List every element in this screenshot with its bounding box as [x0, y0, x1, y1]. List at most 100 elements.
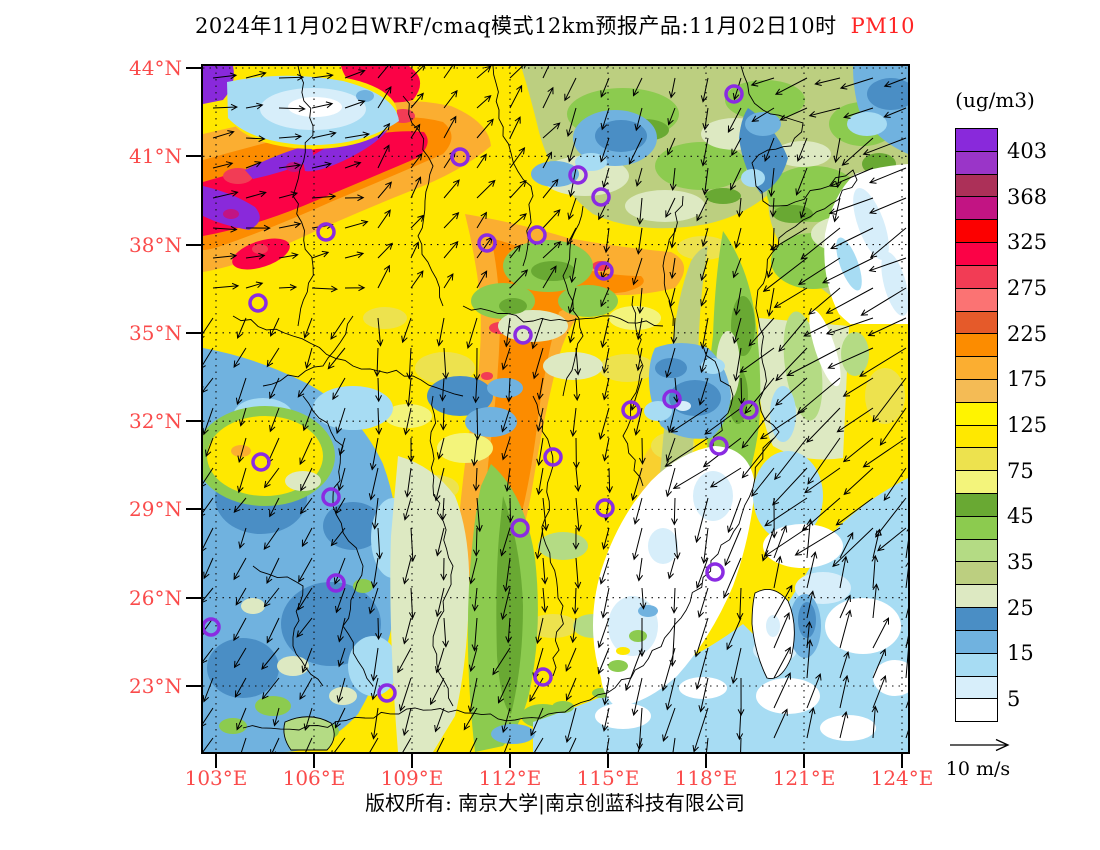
wind-arrow: [536, 377, 544, 401]
wind-arrow: [278, 105, 306, 113]
wind-arrow: [806, 407, 841, 443]
colorbar-cell: [956, 698, 997, 722]
wind-arrow: [509, 213, 527, 229]
wind-arrow: [600, 77, 610, 98]
colorbar-unit-label: (ug/m3): [955, 88, 1035, 112]
wind-arrow: [700, 137, 709, 167]
wind-arrow: [748, 317, 775, 347]
wind-arrow: [269, 407, 280, 433]
wind-arrow: [440, 557, 448, 581]
wind-arrow: [764, 527, 808, 557]
wind-arrow: [859, 347, 907, 377]
wind-arrow: [370, 557, 379, 589]
lon-label: 109°E: [380, 766, 444, 790]
wind-arrow: [237, 437, 247, 464]
wind-arrow: [443, 211, 460, 229]
wind-arrow: [410, 123, 421, 139]
wind-arrow: [371, 497, 379, 530]
wind-arrow: [245, 252, 266, 260]
wind-arrow: [375, 377, 382, 403]
city-marker-circle: [477, 233, 497, 253]
wind-arrow: [203, 587, 214, 603]
wind-reference-arrow: [950, 738, 1010, 752]
wind-arrow: [600, 587, 610, 619]
wind-arrow: [862, 137, 907, 156]
wind-arrow: [842, 377, 874, 397]
wind-arrow: [832, 197, 841, 223]
wind-arrow: [569, 257, 577, 284]
wind-arrow: [634, 107, 643, 132]
city-marker-circle: [450, 147, 470, 167]
wind-arrow: [727, 107, 742, 133]
wind-arrow: [305, 737, 313, 752]
wind-arrow: [797, 377, 841, 414]
wind-arrow: [603, 227, 611, 254]
wind-arrow: [766, 257, 775, 279]
wind-arrow: [311, 193, 337, 201]
wind-arrow: [872, 674, 887, 709]
colorbar-cell: [956, 356, 997, 379]
colorbar-tick-label: 275: [1007, 275, 1048, 300]
wind-arrow: [299, 437, 313, 466]
wind-arrow: [505, 377, 513, 403]
wind-arrow: [410, 153, 423, 169]
wind-arrow: [732, 257, 742, 279]
wind-arrow: [203, 497, 214, 516]
wind-arrow: [761, 527, 775, 562]
wind-arrow: [759, 407, 808, 440]
wind-arrow: [278, 252, 299, 259]
wind-arrow: [835, 497, 874, 526]
wind-arrow: [670, 317, 678, 345]
wind-arrow: [296, 617, 313, 638]
wind-arrow: [203, 317, 214, 338]
lat-label: 44°N: [129, 56, 182, 80]
wind-arrow: [567, 287, 577, 314]
wind-arrow: [573, 377, 581, 402]
wind-arrow: [741, 437, 775, 479]
wind-arrow: [664, 437, 709, 467]
wind-arrow: [439, 377, 447, 402]
wind-arrow: [606, 737, 610, 752]
wind-arrow: [436, 317, 445, 347]
lat-tick: [186, 331, 203, 334]
wind-arrow: [572, 437, 580, 470]
wind-arrow: [500, 587, 511, 621]
wind-arrow: [266, 557, 280, 584]
wind-arrow: [566, 227, 577, 246]
wind-arrow: [327, 347, 346, 370]
wind-arrow: [299, 497, 313, 515]
forecast-map: [201, 64, 910, 754]
wind-arrow: [237, 467, 247, 494]
wind-arrow: [509, 66, 526, 79]
wind-arrow: [203, 347, 214, 368]
wind-arrow: [304, 347, 313, 370]
wind-arrow: [472, 527, 480, 557]
colorbar-tick-label: 368: [1007, 184, 1048, 209]
colorbar-cell: [956, 607, 997, 630]
wind-arrow: [335, 587, 346, 614]
wind-arrow: [476, 66, 492, 79]
wind-arrow: [376, 527, 383, 560]
wind-arrow: [635, 227, 643, 255]
wind-arrow: [344, 219, 369, 229]
colorbar-cell: [956, 584, 997, 608]
wind-arrow: [825, 287, 874, 314]
wind-arrow: [795, 167, 808, 196]
coastline: [242, 66, 858, 731]
wind-arrow: [331, 737, 346, 752]
wind-arrow: [468, 647, 478, 673]
wind-arrow: [572, 527, 580, 550]
lat-tick: [186, 685, 203, 687]
wind-arrow: [565, 677, 577, 702]
wind-arrow: [443, 89, 458, 109]
wind-arrow: [764, 497, 808, 527]
colorbar-tick-label: 45: [1007, 504, 1034, 529]
wind-arrow: [701, 167, 709, 196]
wind-arrow: [769, 227, 808, 251]
wind-arrow: [303, 707, 313, 731]
wind-arrow: [535, 527, 544, 560]
lat-tick: [186, 67, 203, 69]
wind-arrow: [796, 137, 808, 162]
wind-arrow: [410, 214, 425, 229]
map-canvas: [203, 66, 908, 752]
